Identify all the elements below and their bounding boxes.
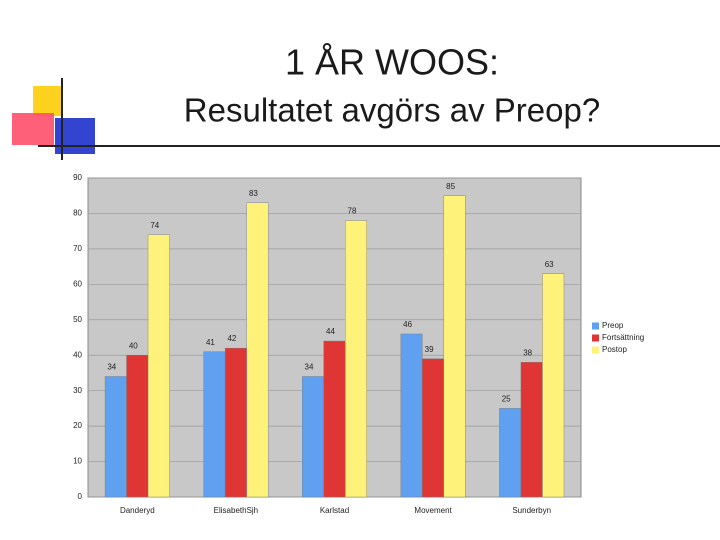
x-tick-label: Danderyd <box>120 506 155 515</box>
y-tick-label: 0 <box>78 492 83 501</box>
title: Resultatet avgörs av Preop? <box>184 92 600 129</box>
deco-red <box>12 113 54 145</box>
legend-label: Postop <box>602 345 627 354</box>
bar <box>126 355 149 498</box>
x-tick-label: Karlstad <box>320 506 349 515</box>
y-tick-label: 10 <box>73 457 82 466</box>
value-label: 74 <box>150 221 159 230</box>
x-tick-label: Movement <box>414 506 452 515</box>
bar <box>246 202 269 498</box>
legend-swatch <box>592 334 599 342</box>
value-label: 34 <box>107 363 116 372</box>
value-label: 63 <box>545 260 554 269</box>
bar <box>147 234 170 498</box>
y-tick-label: 20 <box>73 421 82 430</box>
legend-swatch <box>592 322 599 330</box>
bar <box>203 351 226 498</box>
bar <box>224 347 247 498</box>
legend-swatch <box>592 346 599 354</box>
value-label: 42 <box>227 334 236 343</box>
y-tick-label: 60 <box>73 279 82 288</box>
value-label: 38 <box>523 348 532 357</box>
bar <box>302 376 324 498</box>
y-tick-label: 90 <box>73 173 82 182</box>
value-label: 44 <box>326 327 335 336</box>
y-tick-label: 70 <box>73 244 82 253</box>
bar <box>520 362 543 498</box>
y-tick-label: 30 <box>73 386 82 395</box>
value-label: 78 <box>348 207 357 216</box>
bar <box>422 358 445 498</box>
bar <box>499 408 522 498</box>
deco-yellow <box>33 86 63 116</box>
y-tick-label: 50 <box>73 315 82 324</box>
value-label: 46 <box>403 320 412 329</box>
bar <box>345 220 367 498</box>
value-label: 85 <box>446 182 455 191</box>
value-label: 41 <box>206 338 215 347</box>
value-label: 39 <box>425 345 434 354</box>
y-tick-label: 80 <box>73 209 82 218</box>
bar <box>542 273 565 498</box>
value-label: 83 <box>249 189 258 198</box>
x-tick-label: Sunderbyn <box>512 506 551 515</box>
bar <box>443 195 466 498</box>
value-label: 40 <box>129 341 138 350</box>
value-label: 34 <box>305 363 314 372</box>
y-tick-label: 40 <box>73 350 82 359</box>
title: 1 ÅR WOOS: <box>285 42 499 83</box>
x-tick-label: ElisabethSjh <box>214 506 258 515</box>
bar <box>323 340 346 498</box>
bar <box>400 333 423 498</box>
legend-label: Fortsättning <box>602 333 644 342</box>
legend-label: Preop <box>602 321 624 330</box>
bar <box>104 376 127 498</box>
value-label: 25 <box>502 394 511 403</box>
